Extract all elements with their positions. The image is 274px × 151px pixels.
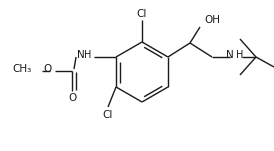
Text: O: O <box>44 64 52 74</box>
Text: Cl: Cl <box>103 110 113 120</box>
Text: Cl: Cl <box>137 9 147 19</box>
Text: N: N <box>77 50 85 60</box>
Text: H: H <box>236 50 243 60</box>
Text: OH: OH <box>204 15 220 25</box>
Text: N: N <box>226 50 234 60</box>
Text: CH₃: CH₃ <box>13 64 32 74</box>
Text: H: H <box>84 50 92 60</box>
Text: O: O <box>68 93 76 103</box>
